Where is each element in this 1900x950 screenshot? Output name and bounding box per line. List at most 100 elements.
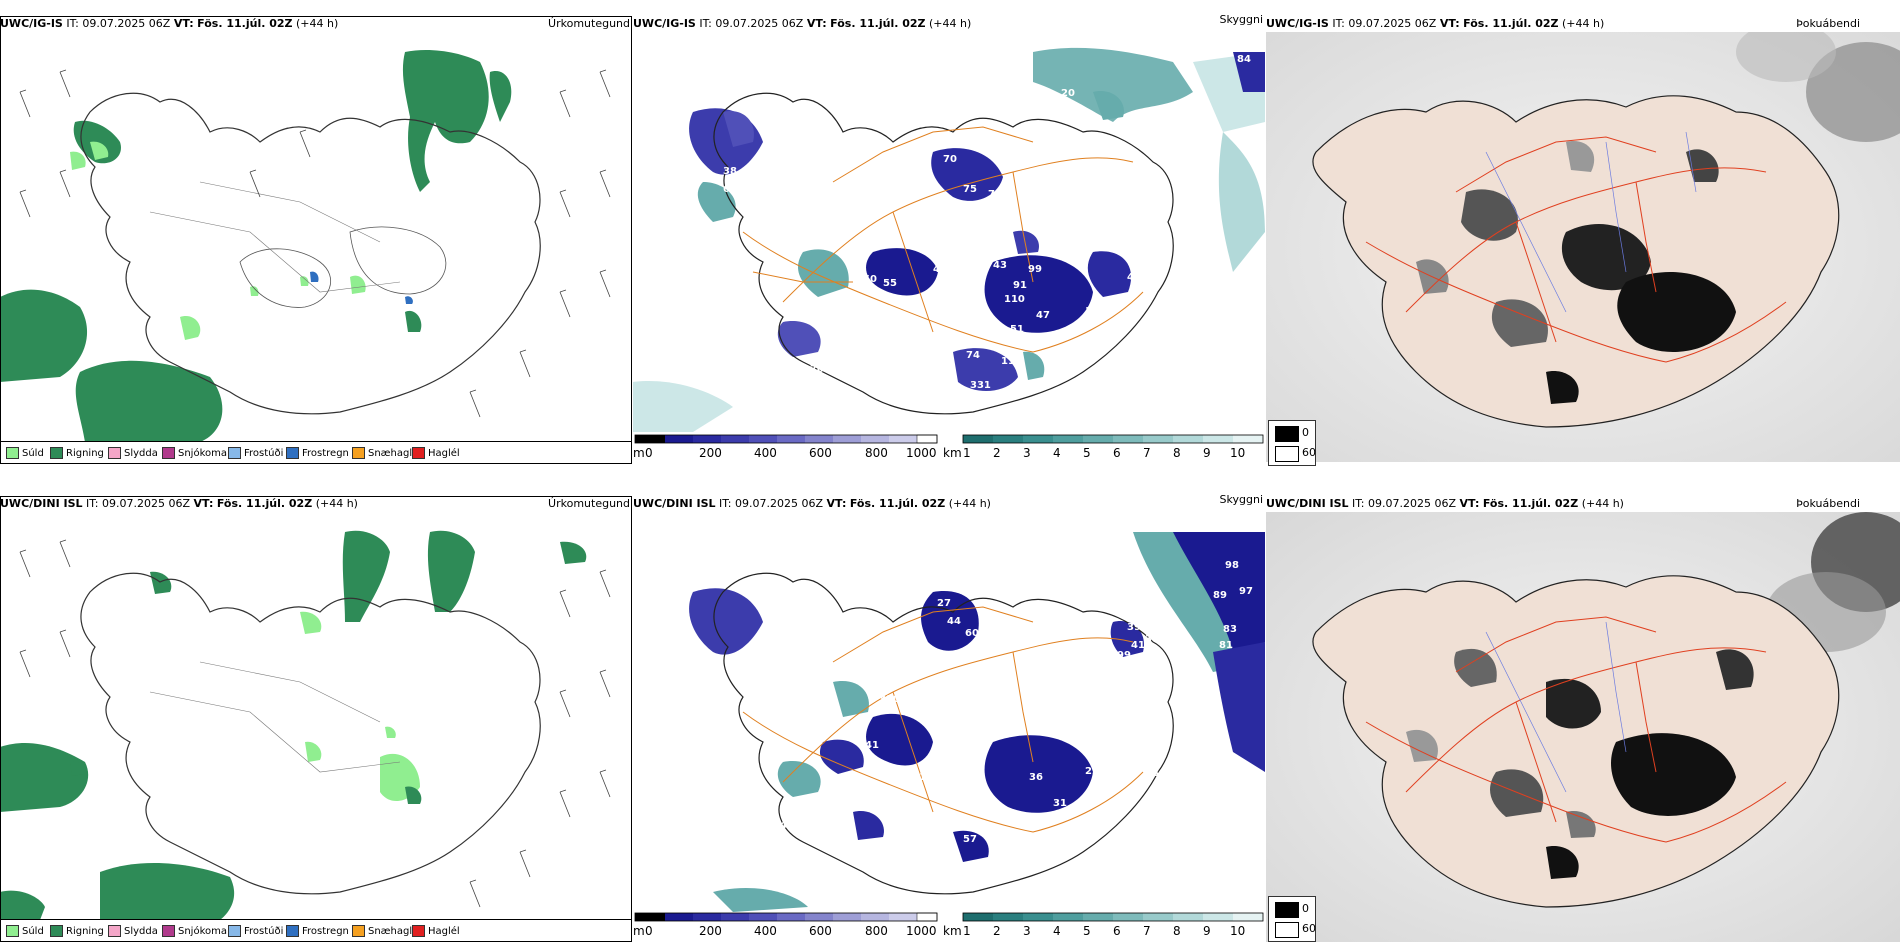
- vt-label: VT:: [1439, 17, 1460, 30]
- legend-swatch: [352, 925, 365, 937]
- sky-label: 46: [933, 264, 947, 275]
- legend-label: Haglél: [428, 926, 460, 937]
- cloud-labels-bottom: 98 89 97 83 81 96 86 99 41 30 47 39 27 4…: [773, 560, 1253, 871]
- fog-legend-label: 60: [1302, 446, 1316, 459]
- precip-map: [0, 32, 632, 442]
- legend-swatch: [286, 925, 299, 937]
- sky-label: 57: [963, 834, 977, 845]
- visibility-tick: 1: [963, 924, 971, 938]
- sky-label: 52: [1133, 194, 1147, 205]
- lead-time: (+44 h): [315, 497, 358, 510]
- sky-label: 54: [959, 650, 973, 661]
- sky-label: 74: [966, 350, 980, 361]
- sky-label: 51: [1010, 324, 1024, 335]
- visibility-scales: m 0 200 400 600 800 1000 km 1 2 3 4 5 6 …: [633, 434, 1265, 464]
- legend-swatch: [412, 447, 425, 459]
- legend-label: Rigning: [66, 926, 104, 937]
- sky-label: 70: [943, 154, 957, 165]
- panel-header: UWC/DINI ISL IT: 09.07.2025 06Z VT: Fös.…: [1266, 496, 1624, 512]
- model-name: UWC/DINI ISL: [1266, 497, 1349, 510]
- visibility-tick: 8: [1173, 446, 1181, 460]
- precip-map: [0, 512, 632, 920]
- visibility-tick: 9: [1203, 446, 1211, 460]
- sky-label: 85: [849, 784, 863, 795]
- ceiling-unit: m: [633, 446, 645, 460]
- legend-label: Snæhagl: [368, 448, 413, 459]
- sky-label: 131: [867, 762, 888, 773]
- sky-label: 99: [1028, 264, 1042, 275]
- vt-value: Fös. 11.júl. 02Z: [849, 497, 946, 510]
- visibility-tick: 10: [1230, 446, 1246, 460]
- sky-label: 38: [723, 166, 737, 177]
- legend-label: Súld: [22, 926, 44, 937]
- sky-label: 41: [865, 740, 879, 751]
- it-value: 09.07.2025 06Z: [102, 497, 191, 510]
- model-name: UWC/IG-IS: [1266, 17, 1329, 30]
- sky-label: 121: [943, 414, 964, 425]
- legend-item-frostudi: Frostúði: [228, 447, 283, 459]
- ceiling-unit: m: [633, 924, 645, 938]
- sky-label: 143: [801, 816, 822, 827]
- sky-label: 91: [1013, 280, 1027, 291]
- field-type-label: Þokuábendi: [1796, 497, 1860, 510]
- vt-value: Fös. 11.júl. 02Z: [216, 497, 313, 510]
- ceiling-tick: 600: [809, 924, 832, 938]
- sky-label: 83: [1223, 624, 1237, 635]
- legend-item-slydda: Slydda: [108, 447, 158, 459]
- ceiling-tick: 200: [699, 446, 722, 460]
- sky-label: 310: [879, 694, 900, 705]
- sky-label: 106: [923, 822, 944, 833]
- model-name: UWC/DINI ISL: [0, 497, 83, 510]
- visibility-panel-bottom: UWC/DINI ISL IT: 09.07.2025 06Z VT: Fös.…: [633, 493, 1265, 942]
- sky-label: 30: [1113, 174, 1127, 185]
- visibility-tick: 1: [963, 446, 971, 460]
- legend-label: Frostregn: [302, 926, 349, 937]
- sky-label: 64: [876, 336, 890, 347]
- precip-legend: Súld Rigning Slydda Snjókoma Frostúði Fr…: [0, 919, 632, 942]
- visibility-unit: km: [943, 446, 962, 460]
- sky-label: 46: [995, 726, 1009, 737]
- legend-swatch: [50, 447, 63, 459]
- sky-label: 178: [937, 782, 958, 793]
- legend-label: Snjókoma: [178, 926, 228, 937]
- sky-label: 60: [863, 274, 877, 285]
- fog-swatch-0: [1275, 902, 1299, 918]
- panel-header: UWC/IG-IS IT: 09.07.2025 06Z VT: Fös. 11…: [633, 16, 971, 32]
- ceiling-tick: 0: [645, 446, 653, 460]
- legend-item-sudl: Súld: [6, 447, 44, 459]
- sky-label: 96: [903, 818, 917, 829]
- legend-label: Haglél: [428, 448, 460, 459]
- field-type-label: Skyggni: [1219, 493, 1263, 506]
- visibility-tick: 10: [1230, 924, 1246, 938]
- lead-time: (+44 h): [929, 17, 972, 30]
- sky-label: 31: [1053, 798, 1067, 809]
- legend-swatch: [108, 925, 121, 937]
- vt-label: VT:: [173, 17, 194, 30]
- legend-item-haglel: Haglél: [412, 447, 460, 459]
- ceiling-colorbar: [634, 912, 938, 922]
- sky-label: 98: [1225, 560, 1239, 571]
- visibility-tick: 8: [1173, 924, 1181, 938]
- sky-label: 110: [1004, 294, 1025, 305]
- vt-value: Fös. 11.júl. 02Z: [197, 17, 293, 30]
- scale-bars: [634, 912, 1264, 922]
- panel-header: UWC/DINI ISL IT: 09.07.2025 06Z VT: Fös.…: [633, 496, 991, 512]
- panel-header: UWC/IG-IS IT: 09.07.2025 06Z VT: Fös. 11…: [1266, 16, 1604, 32]
- legend-swatch: [50, 925, 63, 937]
- vt-value: Fös. 11.júl. 02Z: [1482, 497, 1579, 510]
- legend-label: Slydda: [124, 926, 158, 937]
- legend-swatch: [352, 447, 365, 459]
- visibility-tick: 5: [1083, 924, 1091, 938]
- sky-label: 60: [965, 628, 979, 639]
- vt-label: VT:: [193, 497, 214, 510]
- legend-item-frostregn: Frostregn: [286, 925, 349, 937]
- legend-item-snjokoma: Snjókoma: [162, 447, 227, 459]
- sky-label: 56: [911, 400, 925, 411]
- it-value: 09.07.2025 06Z: [1348, 17, 1437, 30]
- legend-item-haglel: Haglél: [412, 925, 460, 937]
- sky-label: 97: [1239, 586, 1253, 597]
- ceiling-tick: 400: [754, 446, 777, 460]
- sky-label: 96: [1203, 672, 1217, 683]
- visibility-colorbar: [962, 434, 1264, 444]
- it-label: IT:: [699, 17, 712, 30]
